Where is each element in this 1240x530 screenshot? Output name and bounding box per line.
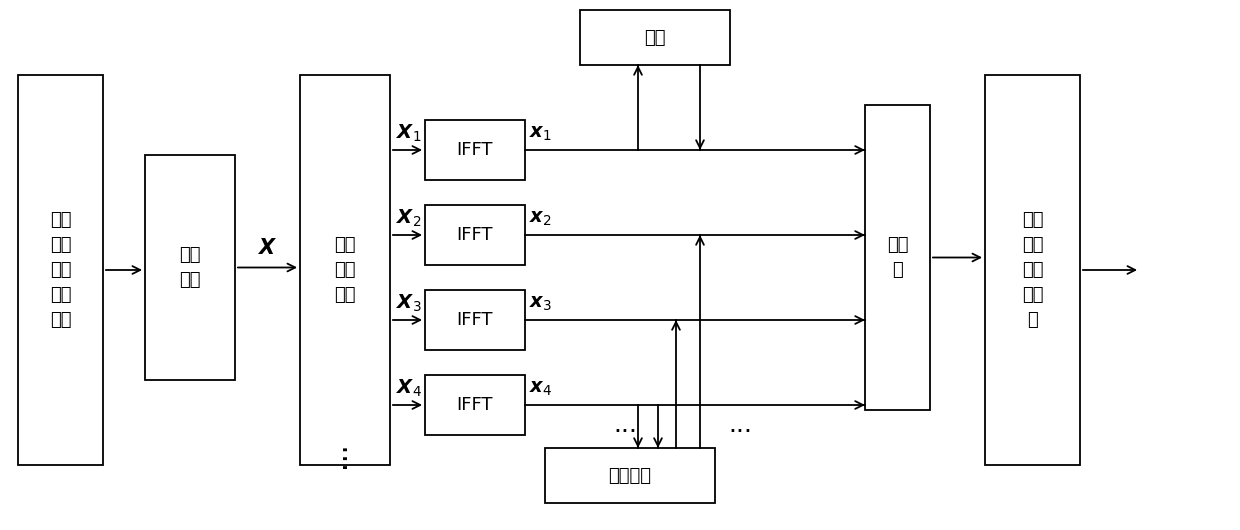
Text: $\boldsymbol{X}_2$: $\boldsymbol{X}_2$	[396, 208, 422, 229]
Bar	[866, 105, 930, 410]
Text: $\boldsymbol{x}_3$: $\boldsymbol{x}_3$	[529, 294, 552, 313]
Text: 二进
制随
机信
号发
生器: 二进 制随 机信 号发 生器	[50, 211, 71, 329]
Text: 最优
候选
信号
选择
器: 最优 候选 信号 选择 器	[1022, 211, 1043, 329]
Bar	[425, 290, 525, 350]
Text: $\boldsymbol{X}$: $\boldsymbol{X}$	[258, 237, 278, 258]
Text: IFFT: IFFT	[456, 311, 494, 329]
Text: 子块
序列
分割: 子块 序列 分割	[335, 236, 356, 304]
Bar	[425, 375, 525, 435]
Text: IFFT: IFFT	[456, 396, 494, 414]
Bar	[19, 75, 103, 465]
Text: $\boldsymbol{x}_1$: $\boldsymbol{x}_1$	[529, 124, 552, 143]
Text: $\boldsymbol{x}_2$: $\boldsymbol{x}_2$	[529, 209, 552, 228]
Bar	[546, 448, 715, 503]
Text: $\boldsymbol{X}_1$: $\boldsymbol{X}_1$	[396, 123, 422, 144]
Text: ···: ···	[728, 420, 751, 444]
Text: IFFT: IFFT	[456, 141, 494, 159]
Bar	[580, 10, 730, 65]
Bar	[145, 155, 236, 380]
Bar	[300, 75, 391, 465]
Text: 相位优化: 相位优化	[609, 466, 651, 484]
Text: ···: ···	[331, 441, 360, 469]
Text: 编码
映射: 编码 映射	[180, 246, 201, 289]
Text: 交织: 交织	[645, 29, 666, 47]
Text: $\boldsymbol{x}_4$: $\boldsymbol{x}_4$	[529, 379, 552, 398]
Text: 加法
器: 加法 器	[887, 236, 908, 279]
Text: $\boldsymbol{X}_4$: $\boldsymbol{X}_4$	[396, 378, 422, 399]
Text: IFFT: IFFT	[456, 226, 494, 244]
Text: $\boldsymbol{X}_3$: $\boldsymbol{X}_3$	[396, 293, 422, 314]
Bar	[425, 205, 525, 265]
Bar	[425, 120, 525, 180]
Text: ···: ···	[613, 420, 637, 444]
Bar	[985, 75, 1080, 465]
